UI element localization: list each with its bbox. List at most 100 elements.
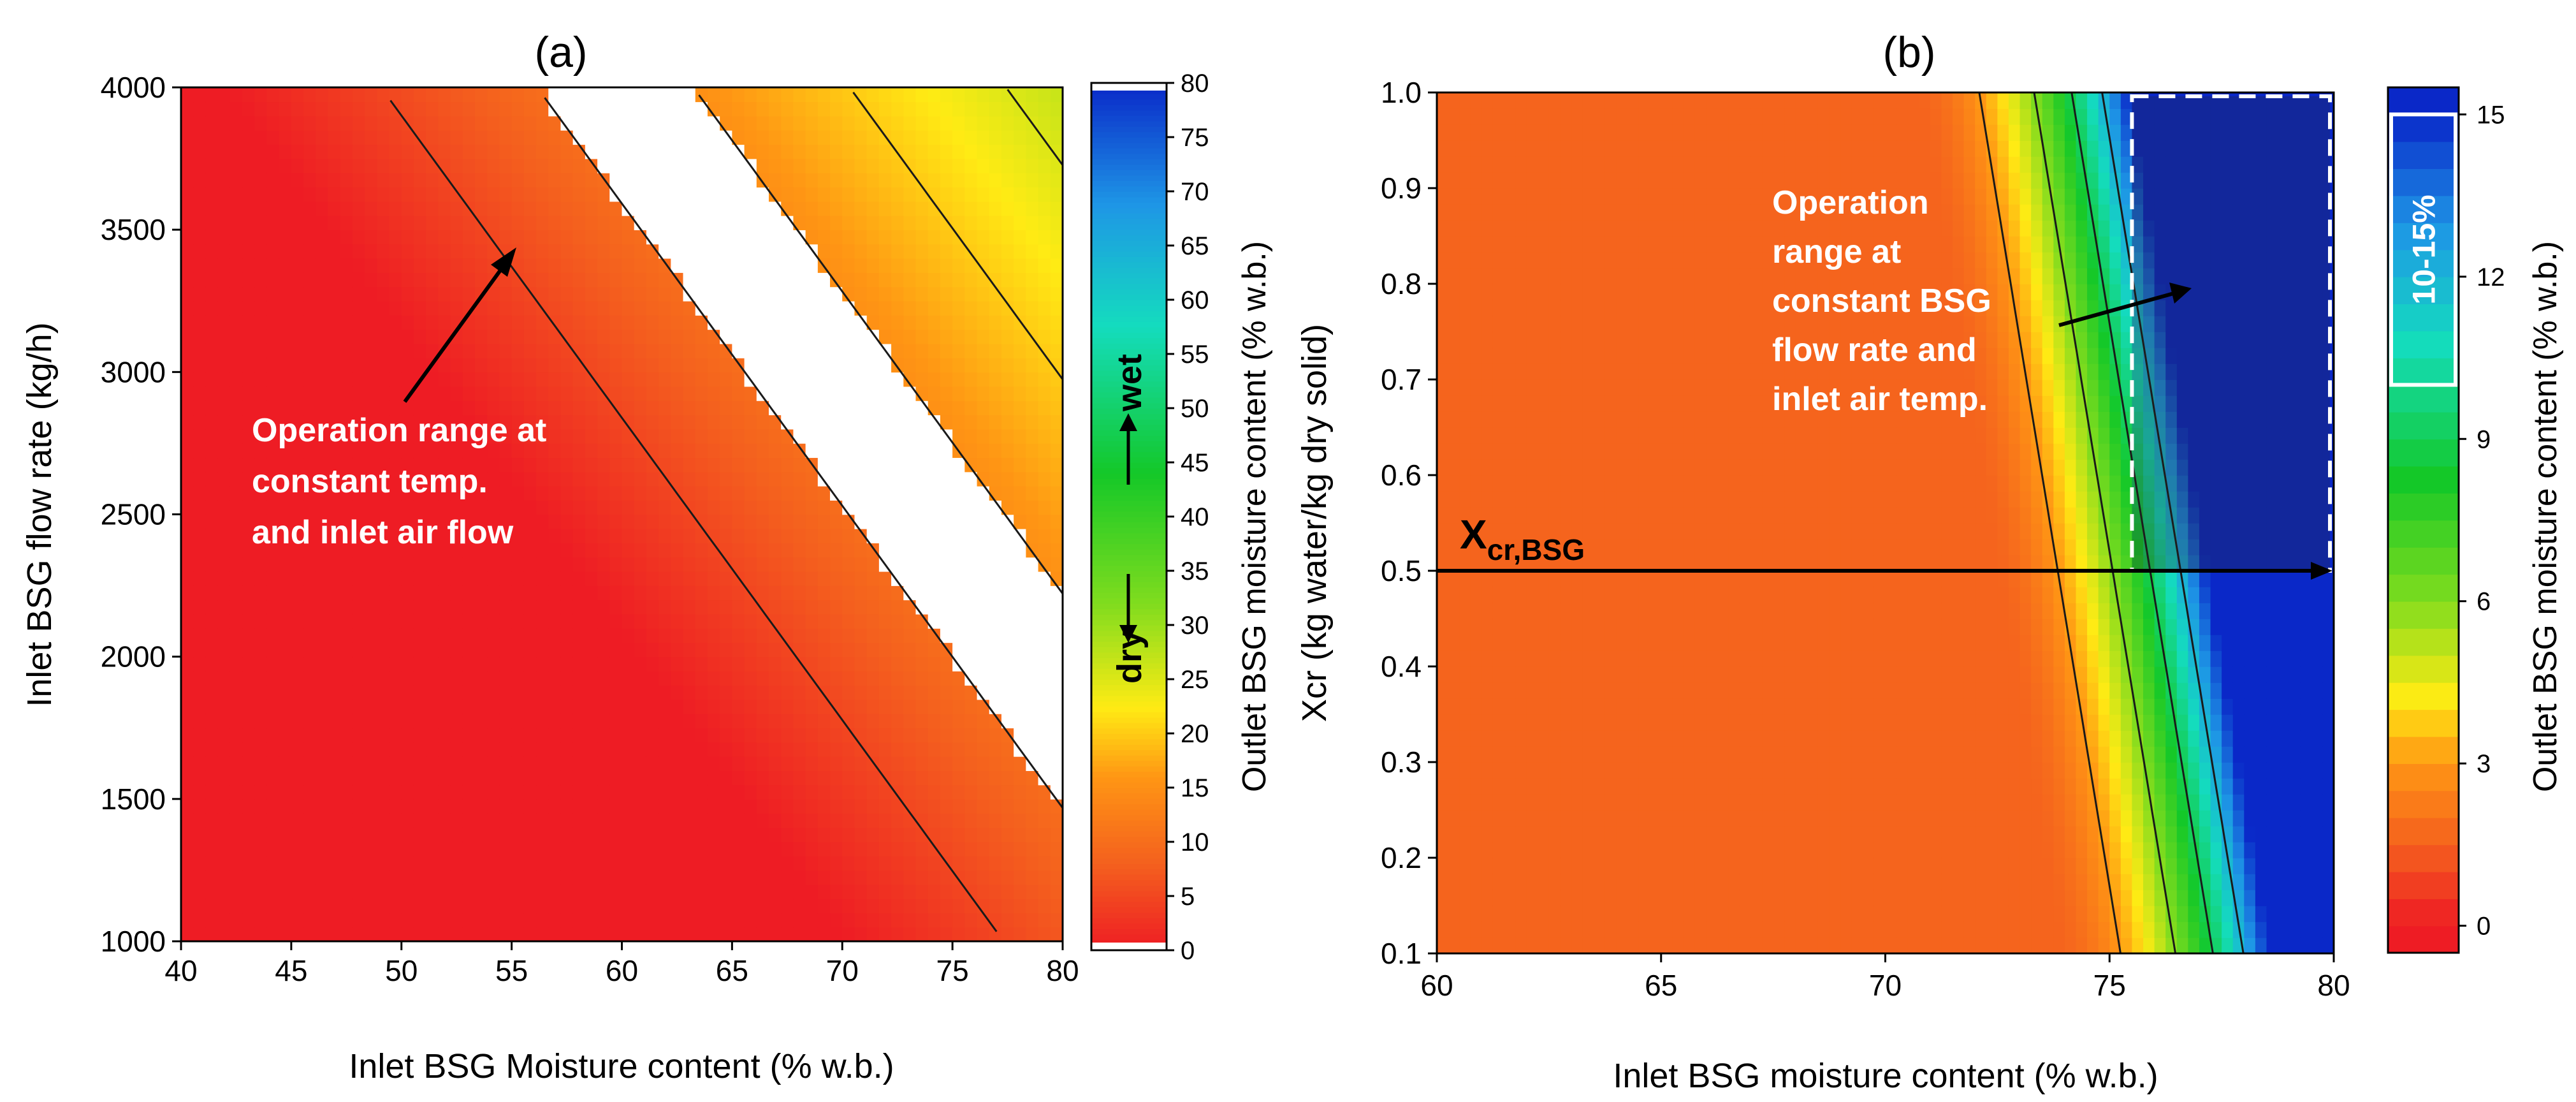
heatmap-cell <box>769 870 782 885</box>
heatmap-cell <box>842 343 855 358</box>
heatmap-cell <box>671 856 684 871</box>
heatmap-cell <box>377 884 390 899</box>
heatmap-cell <box>1492 491 1505 508</box>
heatmap-cell <box>830 685 843 700</box>
heatmap-cell <box>744 756 757 771</box>
heatmap-cell <box>952 471 966 487</box>
heatmap-cell <box>205 443 219 459</box>
heatmap-cell <box>1014 585 1027 601</box>
heatmap-cell <box>634 728 647 743</box>
heatmap-cell <box>229 500 243 515</box>
colorbar-segment <box>1091 397 1167 404</box>
heatmap-cell <box>438 358 451 373</box>
heatmap-cell <box>193 770 207 786</box>
heatmap-cell <box>830 272 843 288</box>
heatmap-cell <box>572 628 586 643</box>
heatmap-cell <box>450 899 463 914</box>
heatmap-cell <box>487 315 500 330</box>
heatmap-cell <box>475 258 488 273</box>
heatmap-cell <box>475 429 488 444</box>
heatmap-cell <box>254 230 268 245</box>
heatmap-cell <box>1504 300 1516 316</box>
heatmap-cell <box>377 628 390 643</box>
heatmap-cell <box>254 101 268 117</box>
heatmap-cell <box>523 500 537 515</box>
heatmap-cell <box>817 272 831 288</box>
heatmap-cell <box>903 329 917 344</box>
heatmap-cell <box>1014 870 1027 885</box>
heatmap-cell <box>1492 922 1505 938</box>
heatmap-cell <box>1492 874 1505 890</box>
colorbar-segment <box>1091 115 1167 122</box>
heatmap-cell <box>450 286 463 302</box>
heatmap-cell <box>413 101 426 117</box>
heatmap-cell <box>671 258 684 273</box>
heatmap-cell <box>181 358 194 373</box>
heatmap-cell <box>866 685 880 700</box>
heatmap-cell <box>915 642 929 658</box>
heatmap-cell <box>450 358 463 373</box>
heatmap-cell <box>915 770 929 786</box>
colorbar-segment <box>1091 240 1167 246</box>
heatmap-cell <box>1050 913 1063 928</box>
heatmap-cell <box>952 358 966 373</box>
heatmap-cell <box>340 187 353 202</box>
heatmap-cell <box>1492 204 1505 221</box>
heatmap-cell <box>854 628 868 643</box>
heatmap-cell <box>303 557 317 572</box>
heatmap-cell <box>683 841 696 856</box>
heatmap-cell <box>744 244 757 259</box>
heatmap-cell <box>659 457 672 473</box>
heatmap-cell <box>842 300 855 316</box>
heatmap-cell <box>377 571 390 586</box>
heatmap-cell <box>817 571 831 586</box>
heatmap-cell <box>646 158 659 173</box>
heatmap-cell <box>781 628 794 643</box>
heatmap-cell <box>242 628 256 643</box>
heatmap-cell <box>964 230 978 245</box>
heatmap-cell <box>720 201 733 216</box>
heatmap-cell <box>744 841 757 856</box>
heatmap-cell <box>878 528 892 543</box>
heatmap-cell <box>597 329 611 344</box>
colorbar-segment <box>1091 170 1167 176</box>
heatmap-cell <box>891 514 905 529</box>
heatmap-cell <box>878 101 892 117</box>
heatmap-cell <box>866 286 880 302</box>
heatmap-cell <box>732 798 745 814</box>
heatmap-cell <box>915 272 929 288</box>
heatmap-cell <box>609 201 623 216</box>
heatmap-cell <box>1470 603 1483 619</box>
heatmap-cell <box>1515 364 1527 380</box>
heatmap-cell <box>462 215 476 230</box>
heatmap-cell <box>1001 87 1014 103</box>
heatmap-cell <box>1504 555 1516 571</box>
heatmap-cell <box>842 415 855 430</box>
heatmap-cell <box>891 557 905 572</box>
heatmap-cell <box>720 571 733 586</box>
heatmap-cell <box>426 713 439 729</box>
heatmap-cell <box>523 514 537 529</box>
heatmap-cell <box>659 230 672 245</box>
heatmap-cell <box>1470 794 1483 811</box>
heatmap-cell <box>830 827 843 842</box>
heatmap-cell <box>303 913 317 928</box>
heatmap-cell <box>328 415 341 430</box>
heatmap-cell <box>744 770 757 786</box>
heatmap-cell <box>1014 429 1027 444</box>
heatmap-cell <box>1459 108 1471 125</box>
heatmap-cell <box>609 685 623 700</box>
heatmap-cell <box>316 343 329 358</box>
heatmap-cell <box>842 927 855 942</box>
heatmap-cell <box>732 685 745 700</box>
heatmap-cell <box>646 927 659 942</box>
heatmap-cell <box>842 557 855 572</box>
heatmap-cell <box>940 129 953 145</box>
heatmap-cell <box>1481 635 1494 651</box>
heatmap-cell <box>266 485 280 501</box>
heatmap-cell <box>205 913 219 928</box>
heatmap-cell <box>266 457 280 473</box>
heatmap-cell <box>609 386 623 401</box>
heatmap-cell <box>303 372 317 387</box>
heatmap-cell <box>928 870 941 885</box>
